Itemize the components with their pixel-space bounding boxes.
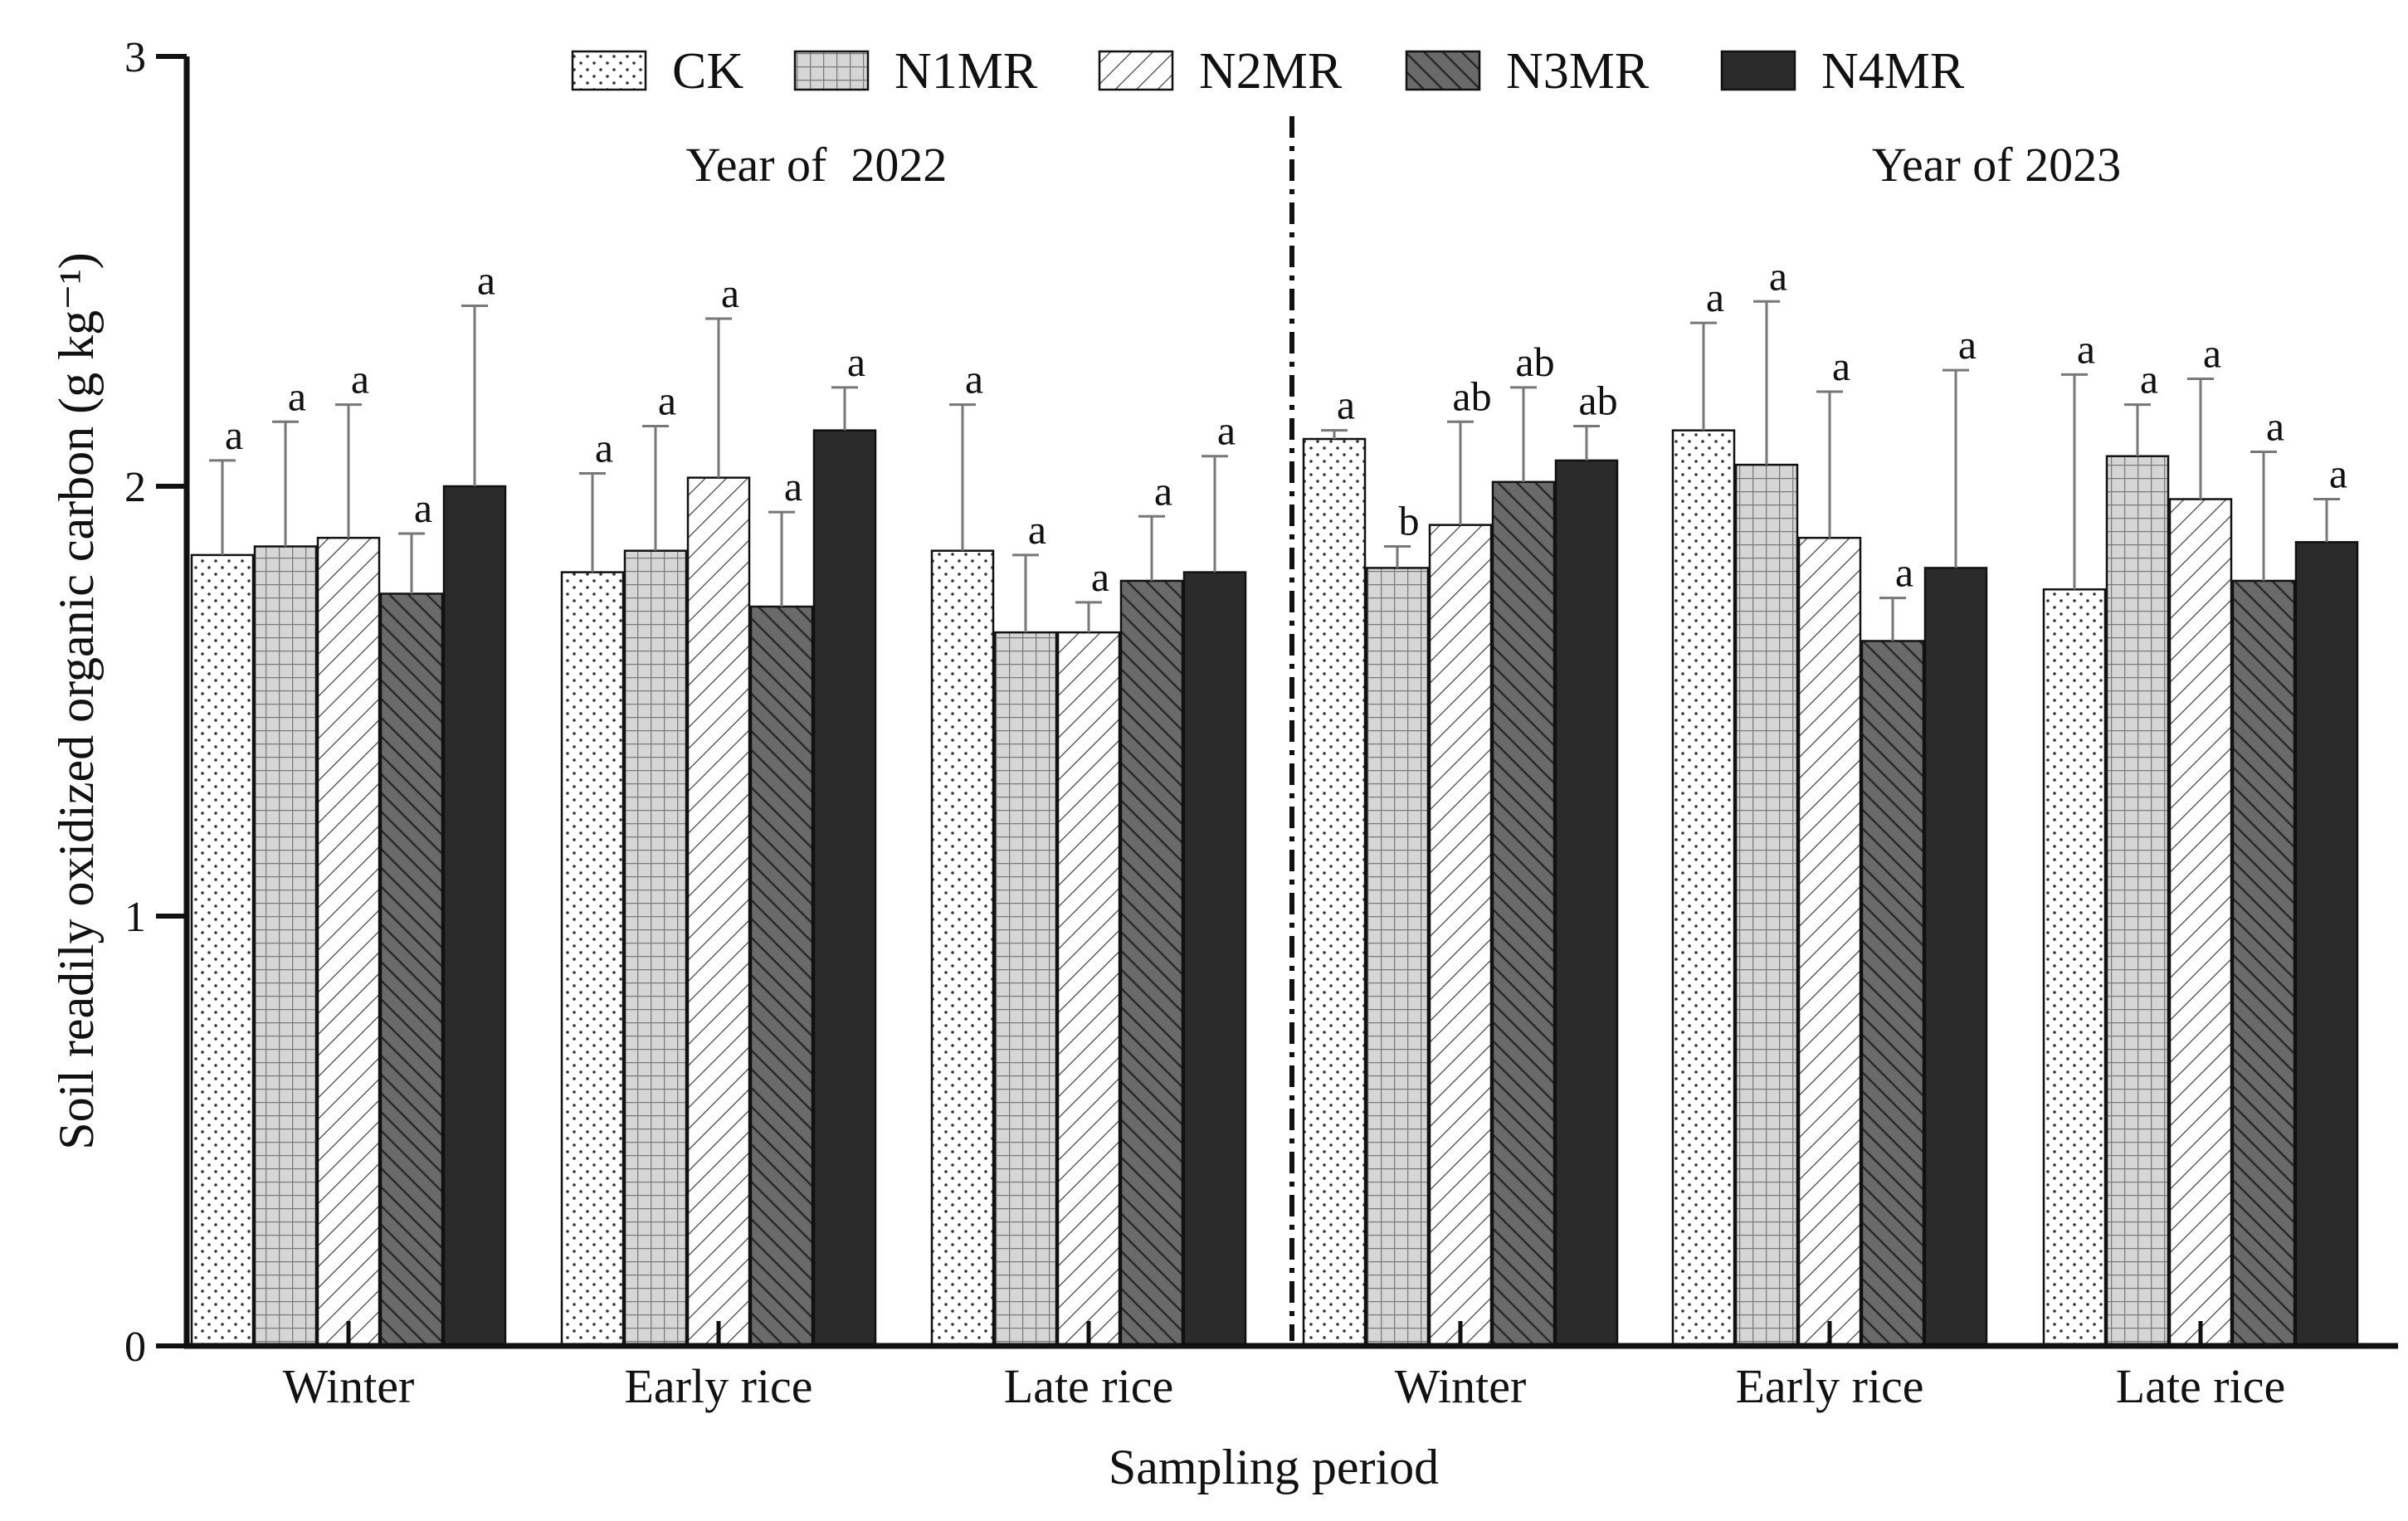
- significance-letter-ck-5: a: [2077, 325, 2095, 372]
- x-tick-label-3: Winter: [1395, 1359, 1527, 1413]
- significance-letter-n4mr-0: a: [477, 256, 495, 303]
- bar-ck-5: [2042, 588, 2107, 1348]
- y-axis-title: Soil readily oxidized organic carbon (g …: [49, 252, 104, 1150]
- significance-letter-n3mr-2: a: [1154, 467, 1172, 514]
- x-tick-label-2: Late rice: [1004, 1359, 1173, 1413]
- significance-letter-n1mr-1: a: [658, 377, 676, 423]
- significance-letter-n1mr-2: a: [1028, 506, 1046, 553]
- significance-letter-n3mr-5: a: [2266, 403, 2284, 450]
- bar-n1mr-2: [993, 631, 1058, 1348]
- year-labels-layer: Year of 2022 Year of 2023: [686, 138, 2121, 192]
- year-label-1: Year of 2023: [1872, 138, 2121, 192]
- significance-letter-ck-1: a: [595, 424, 613, 470]
- y-tick-label-1: 1: [124, 894, 146, 941]
- significance-letter-n1mr-3: b: [1399, 498, 1420, 544]
- significance-letter-n2mr-3: ab: [1452, 373, 1491, 419]
- x-tick-label-0: Winter: [283, 1359, 415, 1413]
- bar-n2mr-2: [1056, 631, 1121, 1348]
- bar-n3mr-2: [1119, 579, 1184, 1348]
- bar-n4mr-0: [442, 485, 507, 1348]
- bar-n2mr-5: [2168, 498, 2233, 1348]
- y-tick-label-2: 2: [124, 464, 146, 511]
- significance-letter-ck-4: a: [1706, 274, 1724, 320]
- significance-letter-n4mr-5: a: [2329, 451, 2347, 497]
- error-bars-layer: [209, 300, 2340, 641]
- significance-letter-n4mr-1: a: [847, 339, 865, 385]
- significance-letter-n3mr-0: a: [414, 485, 432, 531]
- significance-letter-n3mr-4: a: [1895, 549, 1913, 596]
- significance-letter-ck-2: a: [965, 356, 983, 402]
- significance-letter-n2mr-0: a: [351, 356, 369, 402]
- x-tick-label-5: Late rice: [2116, 1359, 2285, 1413]
- legend-label-n2mr: N2MR: [1199, 43, 1343, 100]
- significance-letter-n4mr-3: ab: [1578, 377, 1617, 423]
- bar-ck-0: [190, 553, 255, 1348]
- significance-letter-ck-0: a: [225, 412, 243, 458]
- legend-label-ck: CK: [672, 43, 743, 100]
- bar-n1mr-1: [623, 549, 688, 1348]
- bar-n4mr-3: [1554, 459, 1619, 1348]
- bar-n3mr-1: [749, 605, 814, 1348]
- significance-letter-n4mr-2: a: [1217, 407, 1236, 454]
- bar-n2mr-4: [1797, 536, 1862, 1348]
- significance-letter-n1mr-0: a: [288, 373, 306, 419]
- legend-swatch-n1mr: [793, 50, 870, 91]
- y-tick-label-3: 3: [124, 34, 146, 81]
- legend-label-n4mr: N4MR: [1821, 43, 1965, 100]
- bar-ck-3: [1302, 437, 1367, 1348]
- bar-n4mr-4: [1923, 567, 1988, 1348]
- bar-n2mr-1: [686, 476, 751, 1348]
- significance-letter-n3mr-3: ab: [1515, 339, 1554, 385]
- bar-n2mr-3: [1428, 524, 1493, 1348]
- year-label-0: Year of 2022: [686, 138, 948, 192]
- bar-n4mr-5: [2294, 541, 2359, 1348]
- bar-n3mr-3: [1491, 480, 1556, 1348]
- significance-letter-n2mr-2: a: [1091, 553, 1109, 600]
- axes-layer: [183, 56, 2398, 1349]
- legend-label-n1mr: N1MR: [894, 43, 1038, 100]
- significance-letter-n2mr-5: a: [2203, 330, 2221, 377]
- bar-n3mr-4: [1860, 640, 1925, 1348]
- legend-swatch-ck: [571, 50, 647, 91]
- bar-ck-1: [560, 571, 625, 1348]
- y-tick-label-0: 0: [124, 1324, 146, 1371]
- legend-swatch-n4mr: [1720, 50, 1796, 91]
- bar-n4mr-2: [1182, 571, 1247, 1348]
- significance-letter-n1mr-4: a: [1769, 252, 1787, 299]
- bar-ck-2: [930, 549, 995, 1348]
- bar-n2mr-0: [316, 536, 381, 1348]
- significance-letter-ck-3: a: [1337, 382, 1355, 428]
- x-ticks-layer: Winter Early rice Late rice Winter Early ric…: [283, 1321, 2285, 1413]
- bar-n1mr-4: [1734, 463, 1799, 1348]
- legend-swatch-n3mr: [1405, 50, 1481, 91]
- bar-n1mr-5: [2105, 455, 2170, 1348]
- bars-layer: [190, 429, 2359, 1348]
- significance-letter-n2mr-1: a: [721, 270, 739, 316]
- significance-letter-n3mr-1: a: [784, 463, 802, 509]
- legend-swatch-n2mr: [1098, 50, 1174, 91]
- legend-label-n3mr: N3MR: [1506, 43, 1650, 100]
- significance-letter-n2mr-4: a: [1832, 343, 1850, 389]
- x-tick-label-1: Early rice: [624, 1359, 812, 1413]
- bar-ck-4: [1671, 429, 1736, 1348]
- y-ticks-layer: 0 1 2 3: [124, 34, 187, 1371]
- bar-n3mr-5: [2231, 579, 2296, 1348]
- x-axis-title: Sampling period: [1109, 1440, 1439, 1494]
- legend: CK N1MR N2MR N3MR N4MR: [571, 43, 1965, 100]
- significance-letter-n4mr-4: a: [1958, 321, 1977, 368]
- bar-n1mr-3: [1365, 567, 1430, 1348]
- bar-n4mr-1: [812, 429, 877, 1348]
- bar-n1mr-0: [253, 545, 318, 1348]
- significance-letter-n1mr-5: a: [2140, 356, 2158, 402]
- bar-n3mr-0: [379, 592, 444, 1348]
- x-tick-label-4: Early rice: [1735, 1359, 1923, 1413]
